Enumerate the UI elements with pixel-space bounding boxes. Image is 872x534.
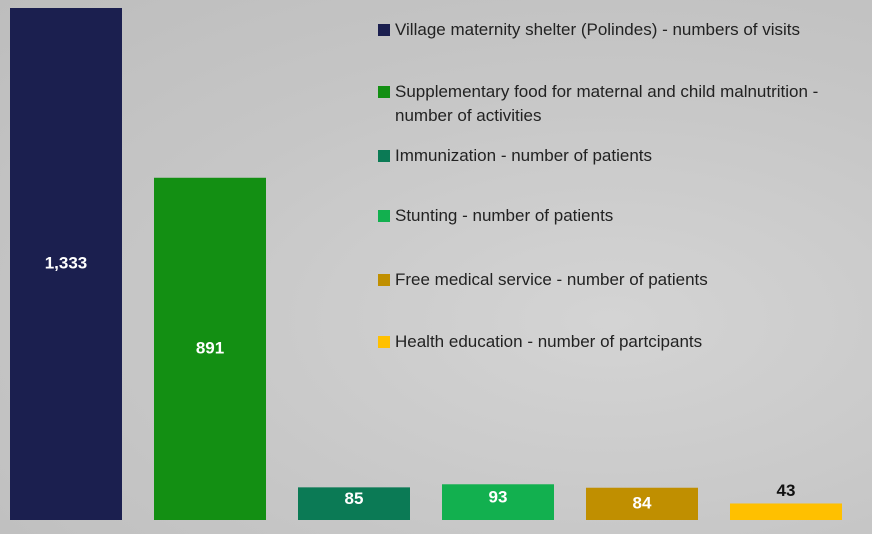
bar bbox=[10, 8, 122, 520]
value-label: 85 bbox=[345, 489, 364, 508]
value-label: 84 bbox=[633, 493, 652, 512]
value-label: 1,333 bbox=[45, 253, 88, 272]
legend-swatch bbox=[378, 336, 390, 348]
bar bbox=[586, 487, 698, 520]
legend-label: Supplementary food for maternal and chil… bbox=[395, 82, 819, 125]
legend-item: Free medical service - number of patient… bbox=[378, 268, 848, 292]
legend-item: Supplementary food for maternal and chil… bbox=[378, 80, 848, 128]
bar bbox=[298, 487, 410, 520]
legend-item: Immunization - number of patients bbox=[378, 144, 848, 168]
legend-swatch bbox=[378, 274, 390, 286]
value-label: 43 bbox=[777, 481, 796, 500]
legend-label: Health education - number of partcipants bbox=[395, 332, 703, 351]
legend-item: Health education - number of partcipants bbox=[378, 330, 848, 354]
legend-label: Immunization - number of patients bbox=[395, 146, 653, 165]
legend-item: Stunting - number of patients bbox=[378, 204, 848, 228]
value-label: 891 bbox=[196, 338, 224, 357]
legend-label: Stunting - number of patients bbox=[395, 206, 614, 225]
legend-swatch bbox=[378, 210, 390, 222]
bar bbox=[154, 177, 266, 520]
bar bbox=[442, 484, 554, 520]
legend-swatch bbox=[378, 24, 390, 36]
legend-label: Free medical service - number of patient… bbox=[395, 270, 708, 289]
legend-item: Village maternity shelter (Polindes) - n… bbox=[378, 18, 848, 42]
legend-swatch bbox=[378, 86, 390, 98]
value-label: 93 bbox=[489, 488, 508, 507]
legend-swatch bbox=[378, 150, 390, 162]
legend-label: Village maternity shelter (Polindes) - n… bbox=[395, 20, 801, 39]
bar bbox=[730, 503, 842, 520]
